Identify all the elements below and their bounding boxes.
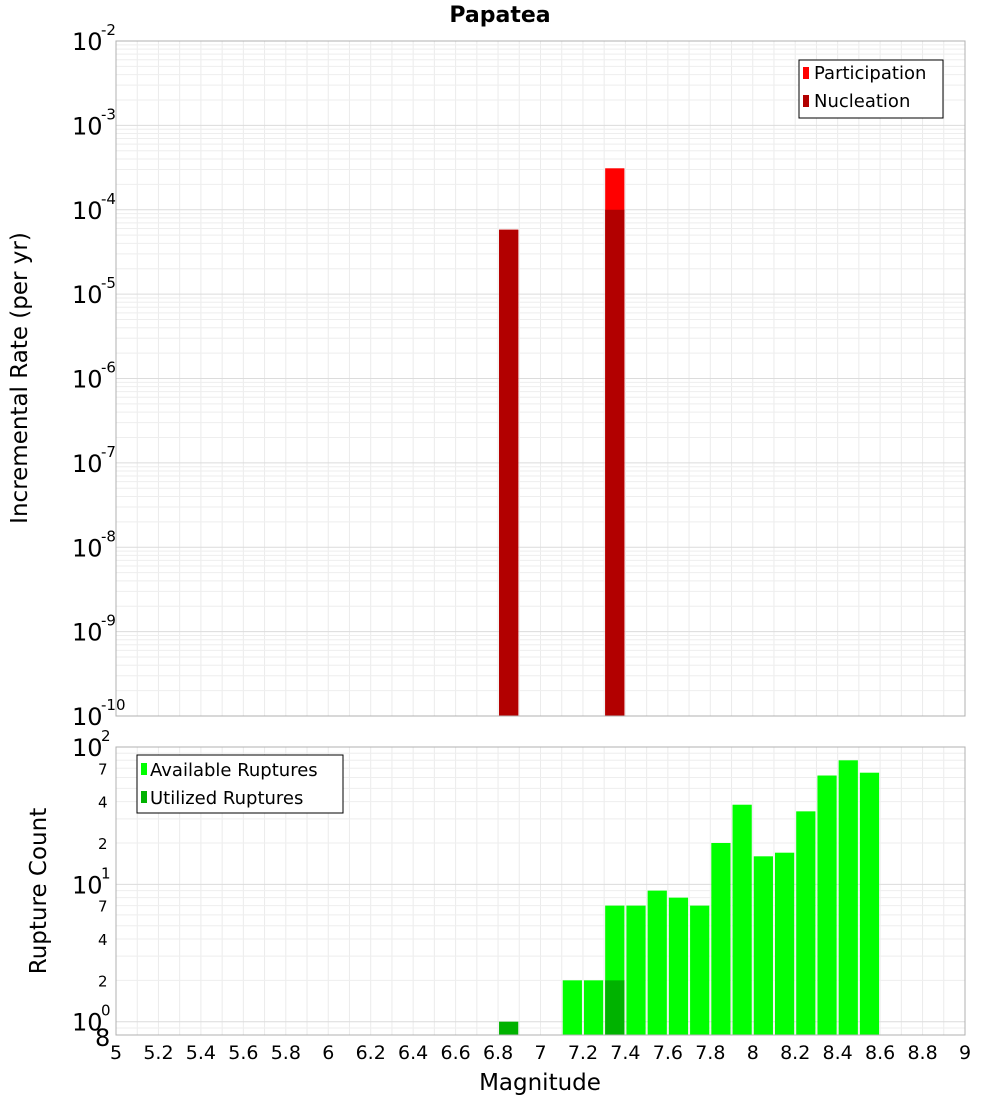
top-gridlines (115, 41, 966, 717)
top-bar-nucleation (605, 209, 625, 716)
top-plot-frame (115, 40, 966, 717)
legend-label-utilized-ruptures: Utilized Ruptures (150, 788, 303, 809)
x-axis-label: Magnitude (479, 1070, 601, 1096)
top-y-tick-exponent: -6 (101, 359, 116, 377)
bottom-y-minor-tick-label: 2 (98, 972, 108, 990)
x-tick-label: 8.2 (780, 1042, 810, 1064)
x-tick-label: 6.4 (398, 1042, 428, 1064)
bottom-bar-utilized-ruptures (499, 1021, 519, 1035)
top-legend: Participation Nucleation (798, 59, 944, 119)
bottom-y-tick-base: 10 (72, 1009, 103, 1037)
x-tick-label: 6 (322, 1042, 334, 1064)
bottom-y-tick-exponent: 1 (101, 864, 111, 882)
bottom-bar-available-ruptures (647, 890, 667, 1035)
top-y-tick-base: 10 (72, 534, 103, 562)
top-y-tick-labels: 10-210-310-410-510-610-710-810-910-10 (72, 21, 126, 731)
top-bar-nucleation (499, 229, 519, 717)
bottom-bar-available-ruptures (711, 843, 731, 1035)
bottom-bars (499, 760, 880, 1035)
bottom-y-minor-tick-label: 7 (98, 760, 108, 778)
x-tick-label: 7.2 (568, 1042, 598, 1064)
x-tick-label: 6.6 (440, 1042, 470, 1064)
bottom-y-tick-exponent: 2 (101, 727, 111, 745)
top-y-tick-base: 10 (72, 703, 103, 731)
top-y-tick-base: 10 (72, 197, 103, 225)
bottom-y-tick-exponent: 0 (101, 1002, 111, 1020)
x-tick-label: 7.6 (653, 1042, 683, 1064)
x-tick-label: 6.2 (356, 1042, 386, 1064)
top-bars (499, 168, 625, 717)
top-y-tick-base: 10 (72, 281, 103, 309)
top-y-tick-base: 10 (72, 112, 103, 140)
bottom-y-minor-tick-label: 8 (95, 1024, 110, 1052)
legend-label-available-ruptures: Available Ruptures (150, 760, 318, 781)
bottom-y-tick-base: 10 (72, 871, 103, 899)
x-tick-label: 5.2 (143, 1042, 173, 1064)
x-tick-label: 5.8 (271, 1042, 301, 1064)
bottom-bar-available-ruptures (753, 856, 773, 1035)
x-tick-labels: 5 5.2 5.4 5.6 5.8 6 6.2 6.4 6.6 6.8 7 7.2 7.4 7.6 7.8 8… (110, 1042, 971, 1064)
bottom-bar-available-ruptures (817, 775, 837, 1035)
bottom-bar-available-ruptures (838, 760, 858, 1035)
legend-swatch-utilized-ruptures (141, 791, 147, 803)
bottom-bar-available-ruptures (732, 804, 752, 1035)
bottom-y-tick-base: 10 (72, 734, 103, 762)
bottom-plot-frame (115, 746, 966, 1036)
top-y-axis-label: Incremental Rate (per yr) (7, 232, 33, 524)
legend-swatch-participation (803, 67, 809, 79)
top-y-tick-base: 10 (72, 619, 103, 647)
top-y-tick-exponent: -5 (101, 274, 116, 292)
x-tick-label: 5 (110, 1042, 122, 1064)
x-tick-label: 8.4 (823, 1042, 853, 1064)
legend-swatch-nucleation (803, 95, 809, 107)
bottom-legend: Available Ruptures Utilized Ruptures (136, 754, 344, 814)
bottom-bar-available-ruptures (626, 905, 646, 1035)
bottom-legend-box (136, 754, 344, 814)
bottom-bar-available-ruptures (690, 905, 710, 1035)
x-tick-label: 7.4 (610, 1042, 640, 1064)
bottom-bar-available-ruptures (774, 852, 795, 1035)
bottom-bar-available-ruptures (562, 980, 582, 1035)
bottom-y-minor-tick-label: 7 (98, 898, 108, 916)
bottom-bar-available-ruptures (668, 897, 689, 1035)
legend-label-participation: Participation (814, 63, 926, 84)
x-tick-label: 6.8 (483, 1042, 513, 1064)
top-y-tick-exponent: -2 (101, 21, 116, 39)
top-y-tick-exponent: -7 (101, 443, 116, 461)
bottom-bar-available-ruptures (583, 980, 604, 1035)
bottom-bar-available-ruptures (796, 811, 816, 1035)
bottom-bar-utilized-ruptures (605, 980, 625, 1035)
x-tick-label: 7.8 (695, 1042, 725, 1064)
x-tick-label: 7 (534, 1042, 546, 1064)
x-tick-label: 5.6 (228, 1042, 258, 1064)
x-tick-label: 8.6 (865, 1042, 895, 1064)
legend-label-nucleation: Nucleation (814, 91, 910, 112)
x-tick-label: 8.8 (907, 1042, 937, 1064)
top-y-tick-exponent: -3 (101, 105, 116, 123)
top-y-tick-base: 10 (72, 28, 103, 56)
top-y-tick-exponent: -8 (101, 527, 116, 545)
bottom-y-minor-tick-label: 2 (98, 835, 108, 853)
bottom-y-axis-label: Rupture Count (26, 808, 52, 974)
bottom-y-minor-tick-label: 4 (98, 931, 108, 949)
top-y-tick-exponent: -10 (101, 696, 126, 714)
top-y-tick-base: 10 (72, 366, 103, 394)
top-y-tick-exponent: -4 (101, 190, 116, 208)
top-chart-panel: 10-210-310-410-510-610-710-810-910-10 In… (7, 21, 966, 731)
top-y-tick-base: 10 (72, 450, 103, 478)
x-tick-label: 8 (747, 1042, 759, 1064)
top-legend-box (798, 59, 944, 119)
x-tick-label: 9 (959, 1042, 971, 1064)
bottom-y-minor-tick-label: 4 (98, 794, 108, 812)
bottom-bar-available-ruptures (859, 772, 880, 1035)
legend-swatch-available-ruptures (141, 763, 147, 775)
chart-title: Papatea (449, 3, 550, 28)
top-y-tick-exponent: -9 (101, 612, 116, 630)
x-tick-label: 5.4 (186, 1042, 216, 1064)
